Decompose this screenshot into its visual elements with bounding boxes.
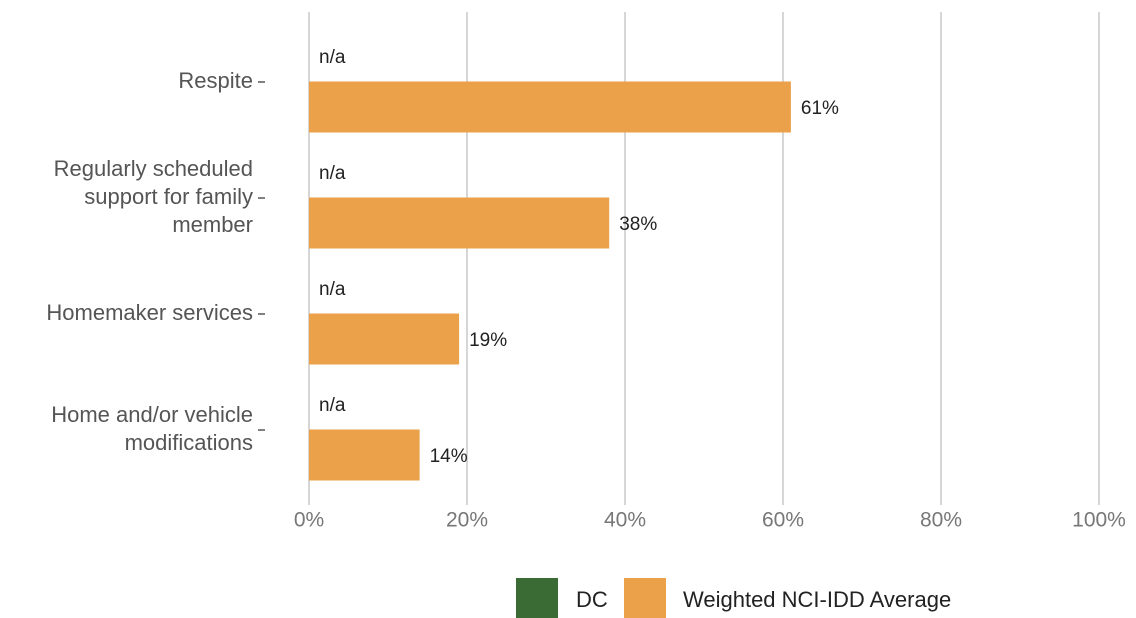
x-tick-label: 60% (762, 509, 804, 532)
legend-swatch (624, 578, 666, 618)
bar (309, 429, 420, 481)
legend-label: Weighted NCI-IDD Average (683, 587, 951, 612)
y-tick-label: Home and/or vehicle modifications (51, 402, 253, 455)
x-tick-label: 80% (920, 509, 962, 532)
y-tick-label: Respite (178, 68, 253, 93)
value-label: 61% (801, 98, 839, 119)
y-tick-label: Homemaker services (46, 300, 253, 325)
value-label: 38% (619, 214, 657, 235)
value-label: n/a (319, 395, 346, 416)
x-tick-label: 20% (446, 509, 488, 532)
y-tick-label: Regularly scheduled support for family mem… (54, 156, 253, 237)
bar (309, 313, 460, 365)
bar (309, 81, 791, 133)
value-label: 19% (469, 330, 507, 351)
value-label: n/a (319, 279, 346, 300)
value-label: n/a (319, 47, 346, 68)
legend-label: DC (576, 587, 608, 612)
x-tick-label: 0% (294, 509, 324, 532)
legend-swatch (516, 578, 558, 618)
x-tick-label: 40% (604, 509, 646, 532)
value-label: n/a (319, 163, 346, 184)
bar (309, 197, 610, 249)
x-tick-label: 100% (1072, 509, 1126, 532)
value-label: 14% (430, 446, 468, 467)
